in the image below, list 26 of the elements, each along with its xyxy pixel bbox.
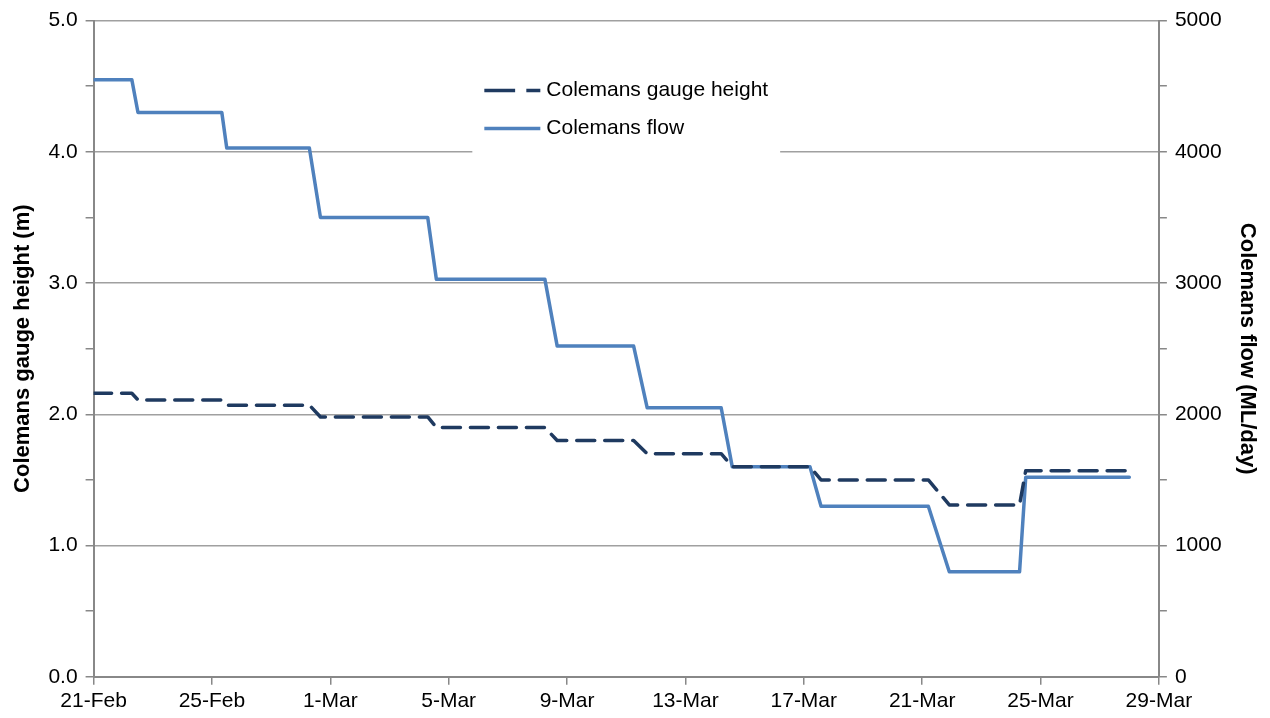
x-tick-label: 5-Mar [421, 688, 477, 712]
y-tick-label: 1.0 [48, 532, 78, 556]
y-tick-label: 5.0 [48, 7, 78, 31]
x-tick-label: 25-Mar [1007, 688, 1074, 712]
x-tick-label: 9-Mar [539, 688, 595, 712]
y-axis-title: Colemans gauge height (m) [9, 204, 35, 493]
y-tick-label: 4.0 [48, 138, 78, 162]
x-tick-label: 29-Mar [1125, 688, 1193, 712]
y2-tick-label: 0 [1174, 663, 1187, 687]
legend-label: Colemans gauge height [546, 77, 769, 101]
y2-tick-label: 1000 [1174, 532, 1222, 556]
y2-tick-label: 4000 [1174, 138, 1222, 162]
y-tick-label: 2.0 [48, 401, 78, 425]
x-tick-label: 25-Feb [178, 688, 246, 712]
y-tick-label: 3.0 [48, 269, 78, 293]
y2-tick-label: 3000 [1174, 269, 1222, 293]
y2-axis-title: Colemans flow (ML/day) [1235, 222, 1261, 475]
x-tick-label: 1-Mar [302, 688, 358, 712]
y2-tick-label: 2000 [1174, 401, 1222, 425]
y2-tick-label: 5000 [1174, 7, 1222, 31]
x-tick-label: 21-Mar [888, 688, 956, 712]
x-tick-label: 17-Mar [770, 688, 838, 712]
legend-label: Colemans flow [546, 115, 685, 139]
x-tick-label: 13-Mar [652, 688, 719, 712]
y-tick-label: 0.0 [48, 663, 78, 687]
x-tick-label: 21-Feb [60, 688, 127, 712]
